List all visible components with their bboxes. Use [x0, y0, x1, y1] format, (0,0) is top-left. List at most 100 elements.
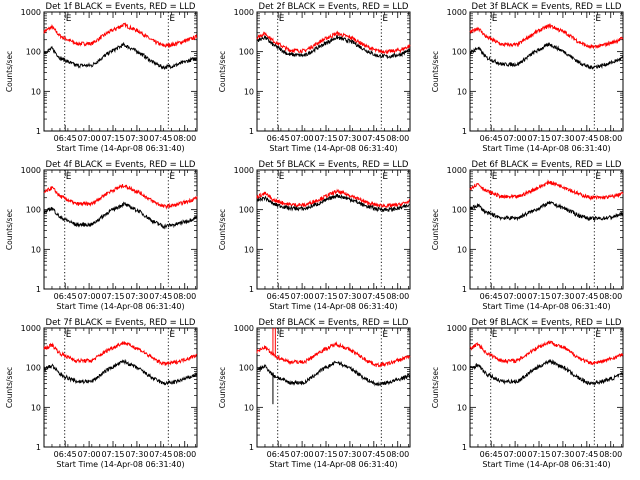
series-lld-line	[43, 341, 198, 366]
y-axis-label: Counts/sec	[218, 51, 227, 92]
plot-frame	[469, 11, 624, 132]
x-tick-label: 07:15	[527, 450, 550, 459]
y-tick-label: 1000	[234, 166, 254, 175]
panel-title: Det 4f BLACK = Events, RED = LLD	[46, 160, 196, 170]
series-lld-line	[469, 23, 624, 50]
panel-5f: Det 5f BLACK = Events, RED = LLD 1 10 100 10…	[218, 160, 411, 311]
y-tick-label: 1000	[21, 324, 41, 333]
event-marker-label: E	[66, 14, 72, 24]
x-tick-label: 07:15	[314, 292, 337, 301]
plot-frame	[469, 169, 624, 290]
x-tick-label: 08:00	[386, 292, 409, 301]
x-axis-label: Start Time (14-Apr-08 06:31:40)	[482, 302, 610, 311]
y-tick-label: 100	[239, 48, 254, 57]
series-events-line	[469, 200, 624, 223]
x-axis-label: Start Time (14-Apr-08 06:31:40)	[269, 460, 397, 469]
panel-title: Det 5f BLACK = Events, RED = LLD	[259, 160, 409, 170]
event-marker-label: E	[279, 172, 285, 182]
panel-title: Det 7f BLACK = Events, RED = LLD	[46, 318, 196, 328]
series-events-line	[43, 41, 198, 71]
x-tick-label: 08:00	[386, 134, 409, 143]
y-tick-label: 100	[26, 48, 41, 57]
series-events-line	[257, 34, 411, 60]
x-tick-label: 06:45	[54, 292, 77, 301]
x-tick-label: 07:30	[551, 134, 574, 143]
event-marker-label: E	[66, 330, 72, 340]
y-tick-label: 10	[457, 245, 467, 254]
x-tick-label: 07:00	[291, 450, 314, 459]
panel-title: Det 2f BLACK = Events, RED = LLD	[259, 2, 409, 12]
plot-frame	[256, 327, 411, 448]
x-axis-label: Start Time (14-Apr-08 06:31:40)	[482, 460, 610, 469]
event-marker-label: E	[382, 330, 388, 340]
x-tick-label: 07:45	[149, 292, 172, 301]
x-tick-label: 07:00	[504, 450, 527, 459]
series-events-line	[256, 193, 411, 213]
x-tick-label: 07:30	[338, 292, 361, 301]
x-tick-label: 07:45	[362, 134, 385, 143]
x-tick-label: 08:00	[599, 292, 622, 301]
x-axis-label: Start Time (14-Apr-08 06:31:40)	[482, 144, 610, 153]
x-tick-label: 07:00	[78, 292, 101, 301]
x-tick-label: 07:45	[362, 292, 385, 301]
x-tick-label: 07:15	[527, 134, 550, 143]
event-marker-label: E	[595, 330, 601, 340]
series-events-line	[43, 201, 198, 230]
series-lld-line	[43, 22, 198, 49]
y-tick-label: 100	[239, 206, 254, 215]
x-tick-label: 07:15	[101, 292, 124, 301]
x-tick-label: 06:45	[480, 292, 503, 301]
event-marker-label: E	[492, 172, 498, 182]
y-tick-label: 1	[249, 443, 254, 452]
y-tick-label: 1000	[447, 324, 467, 333]
event-marker-label: E	[169, 172, 175, 182]
x-tick-label: 08:00	[173, 134, 196, 143]
series-events-line	[469, 42, 624, 70]
event-marker-label: E	[492, 14, 498, 24]
y-tick-label: 1000	[447, 8, 467, 17]
x-axis-label: Start Time (14-Apr-08 06:31:40)	[269, 144, 397, 153]
x-tick-label: 07:45	[575, 292, 598, 301]
y-tick-label: 100	[452, 48, 467, 57]
y-tick-label: 10	[457, 87, 467, 96]
y-tick-label: 1	[462, 285, 467, 294]
x-tick-label: 07:45	[362, 450, 385, 459]
y-tick-label: 1000	[21, 8, 41, 17]
panel-title: Det 3f BLACK = Events, RED = LLD	[472, 2, 622, 12]
y-tick-label: 100	[26, 364, 41, 373]
y-tick-label: 1	[36, 127, 41, 136]
y-axis-label: Counts/sec	[5, 209, 14, 250]
panel-1f: Det 1f BLACK = Events, RED = LLD 1 10 100 10…	[5, 2, 198, 153]
series-lld-line	[256, 30, 411, 55]
series-events-line	[256, 360, 411, 387]
x-tick-label: 08:00	[599, 134, 622, 143]
y-tick-label: 100	[452, 206, 467, 215]
panel-title: Det 1f BLACK = Events, RED = LLD	[46, 2, 196, 12]
y-tick-label: 1000	[234, 324, 254, 333]
y-tick-label: 1	[462, 443, 467, 452]
x-tick-label: 08:00	[173, 292, 196, 301]
x-tick-label: 07:00	[291, 292, 314, 301]
x-tick-label: 07:00	[504, 134, 527, 143]
y-tick-label: 1000	[234, 8, 254, 17]
x-tick-label: 07:15	[101, 450, 124, 459]
event-marker-label: E	[492, 330, 498, 340]
panel-2f: Det 2f BLACK = Events, RED = LLD 1 10 100 10…	[218, 2, 411, 153]
y-tick-label: 100	[26, 206, 41, 215]
y-tick-label: 1	[249, 285, 254, 294]
x-tick-label: 07:45	[575, 450, 598, 459]
y-tick-label: 10	[244, 87, 254, 96]
y-axis-label: Counts/sec	[218, 367, 227, 408]
x-axis-label: Start Time (14-Apr-08 06:31:40)	[56, 144, 184, 153]
x-tick-label: 08:00	[599, 450, 622, 459]
x-tick-label: 07:30	[338, 450, 361, 459]
series-lld-line	[256, 340, 411, 368]
y-axis-label: Counts/sec	[218, 209, 227, 250]
y-tick-label: 100	[452, 364, 467, 373]
panel-7f: Det 7f BLACK = Events, RED = LLD 1 10 100 10…	[5, 318, 198, 469]
plot-frame	[43, 327, 198, 448]
x-tick-label: 06:45	[480, 134, 503, 143]
panel-title: Det 9f BLACK = Events, RED = LLD	[472, 318, 622, 328]
panel-6f: Det 6f BLACK = Events, RED = LLD 1 10 100 10…	[431, 160, 624, 311]
x-tick-label: 07:00	[78, 134, 101, 143]
